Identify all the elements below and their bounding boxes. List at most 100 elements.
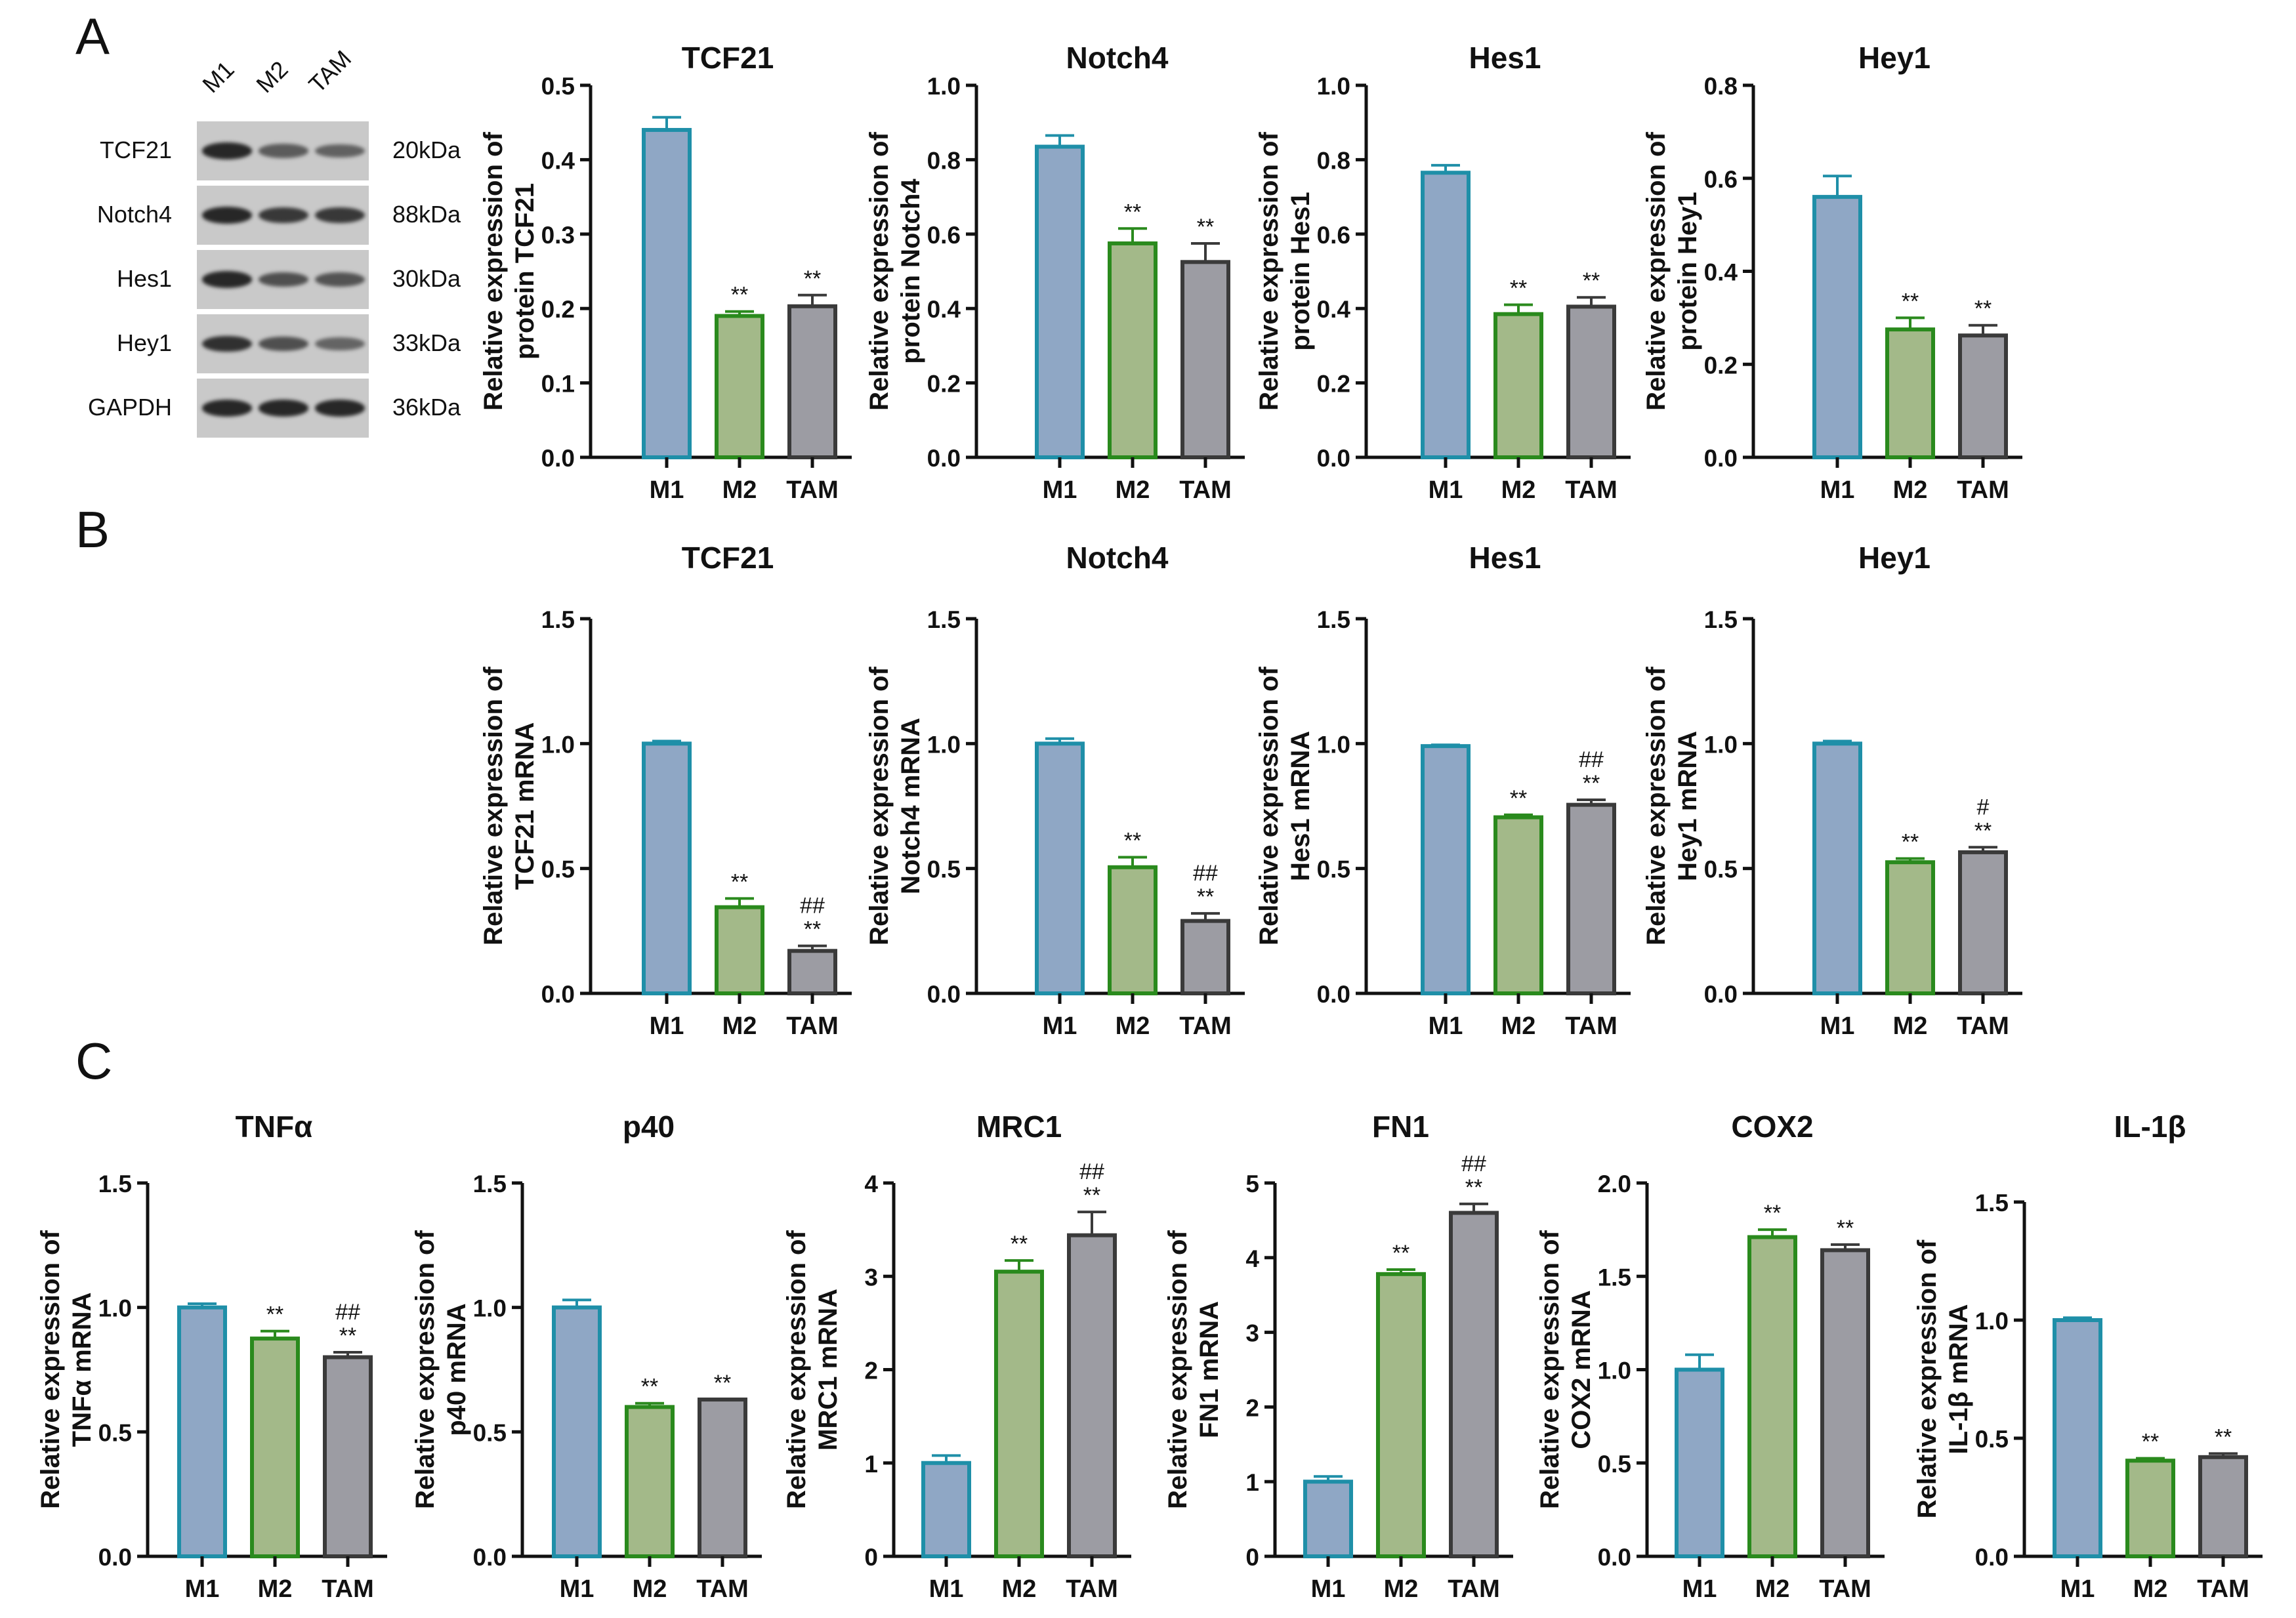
bar-tam — [1449, 1211, 1499, 1558]
bar-m1 — [642, 128, 692, 459]
bar-m2 — [1885, 327, 1935, 459]
y-tick-label: 0.4 — [927, 296, 961, 323]
y-axis-label: protein Hey1 — [1673, 192, 1702, 350]
panel-label-c: C — [75, 1032, 113, 1090]
significance-mark: ** — [641, 1375, 658, 1400]
significance-mark: ** — [266, 1302, 283, 1327]
significance-mark: ** — [339, 1323, 356, 1348]
x-tick-label: TAM — [1565, 1012, 1618, 1040]
chart-c-13: IL-1β Relative expression of IL-1β mRNA 0.0… — [1913, 1110, 2263, 1603]
x-tick-label: M2 — [1116, 1012, 1150, 1040]
x-tick-label: TAM — [1448, 1575, 1500, 1603]
y-tick-label: 0.2 — [541, 296, 575, 323]
y-tick-label: 0.0 — [98, 1544, 132, 1571]
chart-title: Hes1 — [1469, 541, 1541, 575]
y-tick-label: 1.0 — [541, 731, 575, 758]
y-axis-label: Relative expression of — [1535, 1230, 1564, 1509]
significance-mark: # — [1977, 795, 1990, 819]
bar-tam — [787, 949, 837, 995]
panel-label-a: A — [75, 7, 110, 65]
y-tick-label: 0.5 — [473, 1419, 507, 1446]
y-axis-label: Hes1 mRNA — [1286, 731, 1315, 881]
x-tick-label: M1 — [185, 1575, 220, 1603]
y-axis-label: TCF21 mRNA — [511, 722, 539, 890]
wb-protein-label: GAPDH — [87, 394, 172, 421]
y-axis-label: Relative expression of — [1642, 667, 1671, 945]
x-tick-label: TAM — [1957, 1012, 2009, 1040]
y-tick-label: 0.5 — [541, 856, 575, 883]
y-tick-label: 1.5 — [1317, 606, 1350, 633]
significance-mark: ** — [1764, 1201, 1781, 1226]
significance-mark: ** — [1974, 297, 1992, 322]
x-tick-label: M2 — [1893, 476, 1928, 504]
significance-mark: ** — [1392, 1241, 1409, 1266]
x-tick-label: M2 — [1116, 476, 1150, 504]
significance-mark: ** — [1902, 829, 1919, 854]
wb-size-label: 20kDa — [392, 136, 461, 163]
bar-tam — [1958, 850, 2008, 995]
x-tick-label: M1 — [1043, 476, 1077, 504]
y-tick-label: 2 — [1245, 1394, 1259, 1421]
x-tick-label: M2 — [722, 476, 757, 504]
chart-c-8: TNFα Relative expression of TNFα mRNA 0.0 0.… — [36, 1110, 387, 1603]
x-tick-label: M2 — [1002, 1575, 1037, 1603]
y-tick-label: 0.5 — [927, 856, 961, 883]
x-tick-label: M2 — [633, 1575, 667, 1603]
significance-mark: ** — [1510, 786, 1527, 811]
y-tick-label: 0.8 — [1317, 147, 1350, 174]
y-axis-label: Relative expression of — [411, 1230, 440, 1509]
bar-m1 — [921, 1461, 971, 1558]
y-axis-label: protein Hes1 — [1286, 192, 1315, 350]
x-tick-label: M2 — [722, 1012, 757, 1040]
significance-mark: ** — [731, 869, 748, 894]
significance-mark: ** — [1583, 771, 1600, 796]
bar-m1 — [1675, 1367, 1724, 1558]
significance-mark: ** — [2215, 1424, 2232, 1449]
significance-mark: ** — [1465, 1175, 1482, 1200]
x-tick-label: M1 — [1682, 1575, 1717, 1603]
y-tick-label: 0 — [1245, 1544, 1259, 1571]
chart-title: Notch4 — [1066, 541, 1169, 575]
y-tick-label: 0.0 — [1975, 1544, 2009, 1571]
y-tick-label: 4 — [864, 1171, 878, 1197]
y-tick-label: 0.5 — [1317, 856, 1350, 883]
bar-tam — [1180, 919, 1230, 996]
y-axis-label: Hey1 mRNA — [1673, 731, 1702, 881]
y-tick-label: 0 — [864, 1544, 878, 1571]
chart-title: COX2 — [1731, 1110, 1813, 1144]
y-tick-label: 1.0 — [473, 1295, 507, 1322]
bar-m2 — [625, 1405, 675, 1558]
x-tick-label: M1 — [1820, 476, 1855, 504]
wb-band — [202, 142, 252, 159]
wb-blot-strip — [197, 379, 369, 438]
significance-mark: ## — [800, 894, 825, 919]
y-axis-label: p40 mRNA — [442, 1303, 471, 1436]
bar-m1 — [2053, 1318, 2102, 1558]
bar-tam — [1958, 333, 2008, 459]
y-tick-label: 1.5 — [927, 606, 961, 633]
x-tick-label: TAM — [322, 1575, 374, 1603]
chart-title: Notch4 — [1066, 41, 1169, 75]
wb-blot-strip — [197, 186, 369, 245]
x-tick-label: TAM — [1066, 1575, 1118, 1603]
chart-c-11: FN1 Relative expression of FN1 mRNA 0 1 2 3 4 5 M… — [1163, 1110, 1513, 1603]
wb-band — [259, 336, 308, 352]
significance-mark: ** — [804, 266, 821, 291]
bar-m2 — [1493, 312, 1543, 459]
y-tick-label: 1.0 — [1598, 1358, 1631, 1384]
y-tick-label: 0.0 — [541, 981, 575, 1008]
bar-tam — [1180, 260, 1230, 459]
y-tick-label: 0.0 — [1317, 981, 1350, 1008]
significance-mark: ** — [1083, 1183, 1100, 1208]
bar-m2 — [2125, 1459, 2175, 1558]
x-tick-label: TAM — [786, 1012, 839, 1040]
y-tick-label: 3 — [1245, 1320, 1259, 1347]
chart-title: p40 — [623, 1110, 675, 1144]
wb-band — [315, 207, 365, 223]
chart-title: TNFα — [236, 1110, 313, 1144]
y-tick-label: 0.0 — [1704, 445, 1738, 472]
x-tick-label: TAM — [2197, 1575, 2249, 1603]
y-tick-label: 0.5 — [1704, 856, 1738, 883]
